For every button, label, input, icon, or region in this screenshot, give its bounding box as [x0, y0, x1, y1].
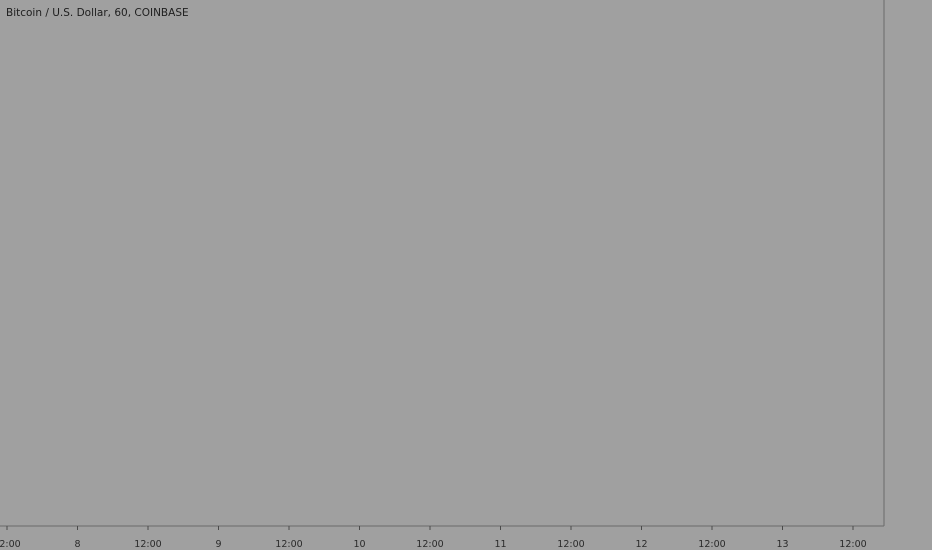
time-axis[interactable]: 12:00 8 12:00 9 12:00 10 12:00 11 12:00 12 12:00 13… [0, 525, 884, 550]
time-tick-label: 12:00 [275, 539, 302, 550]
time-tick-label: 13 [776, 539, 788, 550]
time-tick-label: 12 [635, 539, 647, 550]
time-tick-label: 12:00 [416, 539, 443, 550]
time-tick-label: 8 [74, 539, 80, 550]
time-tick-label: 9 [215, 539, 221, 550]
time-tick-label: 10 [353, 539, 365, 550]
time-tick-label: 11 [494, 539, 506, 550]
time-tick-label: 12:00 [557, 539, 584, 550]
time-tick-label: 12:00 [839, 539, 866, 550]
symbol-title: Bitcoin / U.S. Dollar, 60, COINBASE [6, 7, 189, 19]
time-tick-label: 12:00 [698, 539, 725, 550]
price-axis[interactable]: 11200.0010400.0010000.009500.009000.0086… [881, 0, 926, 526]
time-tick-label: 12:00 [0, 539, 21, 550]
time-tick-label: 12:00 [134, 539, 161, 550]
